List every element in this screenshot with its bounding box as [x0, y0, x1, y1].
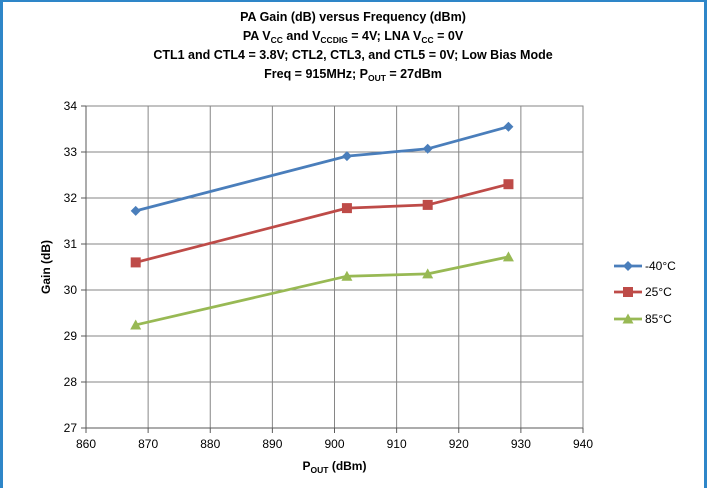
- x-tick-label: 930: [511, 437, 531, 451]
- title-line-4: Freq = 915MHz; POUT = 27dBm: [264, 67, 442, 83]
- data-point: [130, 205, 141, 216]
- subscript-text: CC: [271, 35, 283, 45]
- title-text: PA V: [243, 29, 271, 43]
- title-line-3: CTL1 and CTL4 = 3.8V; CTL2, CTL3, and CT…: [153, 48, 552, 62]
- legend-item: 85°C: [614, 312, 672, 326]
- series-3: [130, 251, 514, 330]
- y-tick-label: 29: [64, 329, 78, 343]
- data-point: [503, 121, 514, 132]
- x-tick-label: 860: [76, 437, 96, 451]
- series-line: [135, 125, 509, 213]
- x-tick-label: 940: [573, 437, 593, 451]
- y-axis-title: Gain (dB): [39, 240, 53, 294]
- frame-border-top: [0, 0, 707, 2]
- frame-border-left: [0, 0, 3, 488]
- y-tick-label: 33: [64, 145, 78, 159]
- x-tick-label: 910: [387, 437, 407, 451]
- x-tick-label: 870: [138, 437, 158, 451]
- title-line-2: PA VCC and VCCDIG = 4V; LNA VCC = 0V: [243, 29, 464, 45]
- x-tick-label: 880: [200, 437, 220, 451]
- series-1: [130, 121, 514, 216]
- title-text: (dBm): [328, 459, 366, 473]
- series-2: [130, 179, 514, 268]
- data-point: [503, 179, 514, 190]
- y-tick-label: 34: [64, 99, 78, 113]
- y-tick-label: 28: [64, 375, 78, 389]
- y-tick-label: 32: [64, 191, 78, 205]
- x-axis-title: POUT (dBm): [303, 459, 367, 475]
- subscript-text: CCDIG: [320, 35, 348, 45]
- legend-label: 85°C: [645, 312, 672, 326]
- series-line: [135, 182, 509, 264]
- data-series: [130, 121, 514, 330]
- legend-marker: [622, 313, 634, 324]
- data-point: [502, 251, 514, 262]
- series-line: [135, 255, 509, 327]
- data-point: [341, 151, 352, 162]
- x-tick-label: 890: [262, 437, 282, 451]
- frame-border-right: [704, 0, 707, 488]
- chart-title: PA Gain (dB) versus Frequency (dBm)PA VC…: [153, 10, 552, 83]
- data-point: [422, 268, 434, 279]
- title-text: Freq = 915MHz; P: [264, 67, 368, 81]
- title-text: CTL1 and CTL4 = 3.8V; CTL2, CTL3, and CT…: [153, 48, 552, 62]
- y-tick-label: 31: [64, 237, 78, 251]
- legend: -40°C 25°C 85°C: [614, 259, 676, 326]
- gridlines: [85, 105, 584, 429]
- x-tick-label: 920: [449, 437, 469, 451]
- title-text: = 4V; LNA V: [348, 29, 422, 43]
- data-point: [422, 199, 433, 210]
- data-point: [422, 143, 433, 154]
- data-point: [341, 203, 352, 214]
- data-point: [341, 270, 353, 281]
- legend-label: -40°C: [645, 259, 676, 273]
- y-tick-label: 27: [64, 421, 78, 435]
- title-text: PA Gain (dB) versus Frequency (dBm): [240, 10, 466, 24]
- axes: 860 870 880 890 900 910 920 930 940 27 28 29 30 31 32 3…: [64, 99, 594, 451]
- title-text: P: [303, 459, 311, 473]
- data-point: [130, 257, 141, 268]
- title-text: = 27dBm: [386, 67, 442, 81]
- title-text: = 0V: [434, 29, 464, 43]
- subscript-text: CC: [421, 35, 433, 45]
- subscript-text: OUT: [368, 73, 387, 83]
- title-line-1: PA Gain (dB) versus Frequency (dBm): [240, 10, 466, 24]
- data-point: [130, 319, 142, 330]
- legend-marker: [623, 287, 633, 297]
- legend-marker: [623, 261, 633, 271]
- subscript-text: OUT: [311, 465, 330, 475]
- x-tick-label: 900: [324, 437, 344, 451]
- legend-item: -40°C: [614, 259, 676, 273]
- title-text: and V: [283, 29, 321, 43]
- legend-label: 25°C: [645, 285, 672, 299]
- y-tick-label: 30: [64, 283, 78, 297]
- legend-item: 25°C: [614, 285, 672, 299]
